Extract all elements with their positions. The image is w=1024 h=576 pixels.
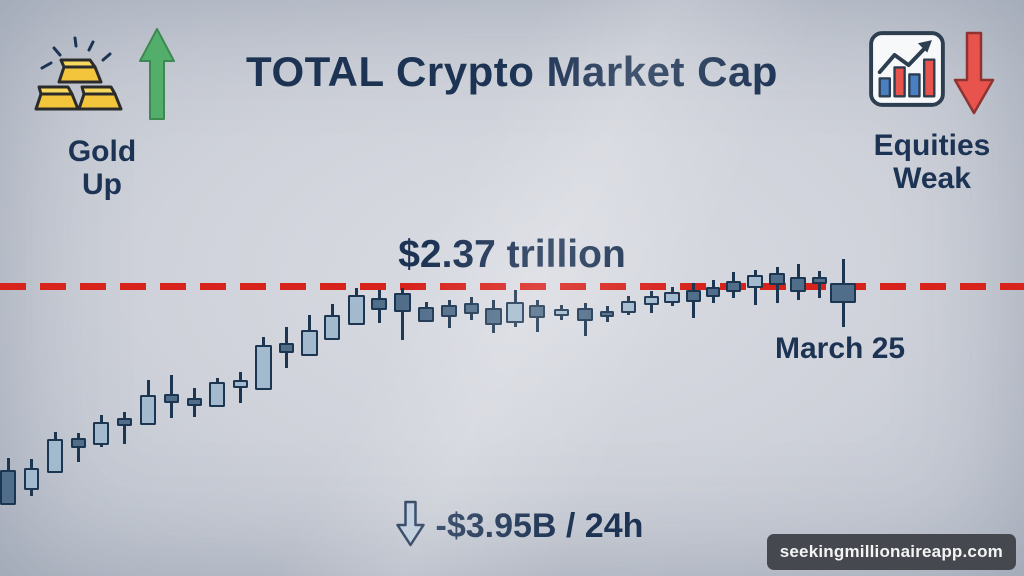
- candle-wick: [775, 267, 779, 303]
- candle-body: [506, 302, 524, 323]
- candle-body: [163, 394, 179, 403]
- candle-body: [186, 398, 202, 406]
- resistance-line: [0, 283, 1024, 290]
- candle-body: [209, 382, 225, 407]
- candle-body: [93, 422, 109, 445]
- candle-body: [418, 307, 434, 322]
- equities-icon-row: [852, 30, 1012, 121]
- gold-label-line1: Gold: [67, 135, 137, 168]
- candle-body: [23, 468, 39, 490]
- candle-body: [0, 470, 16, 505]
- candle-body: [484, 308, 502, 325]
- candle-body: [811, 277, 827, 284]
- candle-body: [232, 380, 248, 388]
- candle-body: [371, 298, 387, 310]
- candle-body: [324, 315, 340, 340]
- candle-body: [664, 292, 680, 303]
- candle-body: [529, 305, 545, 318]
- resistance-level-label: $2.37 trillion: [398, 233, 626, 276]
- page-title: TOTAL Crypto Market Cap: [246, 48, 778, 95]
- candle-wick: [817, 271, 821, 298]
- candle-body: [643, 296, 659, 305]
- candle-body: [600, 311, 614, 317]
- candle-body: [47, 439, 63, 473]
- change-24h-row: -$3.95B / 24h: [395, 500, 643, 553]
- green-up-arrow-icon: [138, 26, 176, 127]
- candle-body: [116, 418, 132, 426]
- candle-body: [463, 303, 479, 314]
- candle-body: [790, 277, 806, 292]
- red-down-arrow-icon: [952, 30, 996, 121]
- candle-body: [553, 309, 569, 316]
- gold-icon-row: [22, 26, 182, 127]
- equities-weak-badge: Equities Weak: [852, 30, 1012, 195]
- candle-body: [254, 345, 272, 390]
- candle-body: [70, 438, 86, 448]
- candle-body: [393, 293, 411, 312]
- candle-wick: [400, 288, 404, 340]
- down-arrow-outline-icon: [395, 500, 425, 553]
- candle-body: [300, 330, 318, 356]
- change-24h-label: -$3.95B / 24h: [435, 507, 644, 545]
- date-label: March 25: [775, 332, 906, 365]
- candle-body: [577, 308, 593, 321]
- equities-label-line2: Weak: [893, 162, 971, 195]
- candle-body: [620, 301, 636, 313]
- candle-wick: [122, 412, 126, 444]
- gold-up-badge: Gold Up: [22, 26, 182, 201]
- candle-body: [685, 290, 701, 302]
- candle-body: [278, 343, 294, 353]
- candle-body: [706, 287, 720, 297]
- candle-body: [140, 395, 156, 425]
- gold-label-line2: Up: [82, 168, 122, 201]
- candle-body: [747, 275, 763, 288]
- watermark-badge: seekingmillionaireapp.com: [766, 534, 1016, 570]
- gold-bars-icon: [28, 26, 132, 127]
- candle-body: [347, 295, 365, 325]
- equities-label-line1: Equities: [873, 129, 991, 162]
- stock-bar-chart-icon: [868, 30, 946, 113]
- candle-body: [830, 283, 856, 303]
- candle-body: [441, 305, 457, 317]
- candle-body: [725, 281, 741, 292]
- candle-body: [769, 273, 785, 285]
